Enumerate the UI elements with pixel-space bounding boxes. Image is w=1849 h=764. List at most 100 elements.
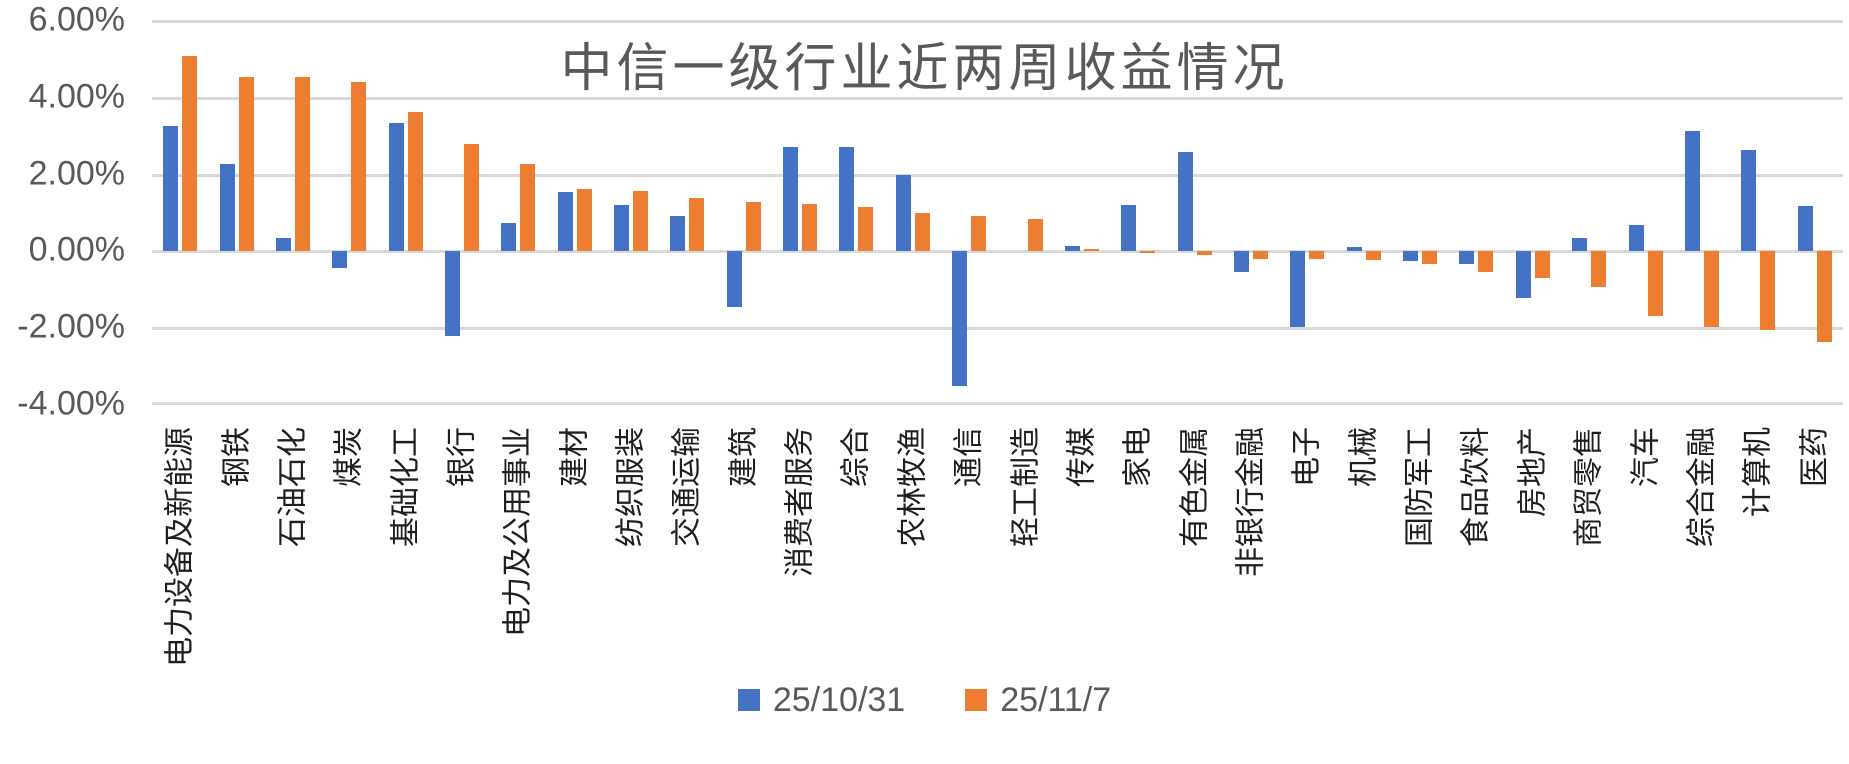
bar-25/10/31 [1459, 251, 1475, 264]
y-tick-label: 2.00% [28, 154, 125, 193]
category-label-slot: 汽车 [1617, 405, 1673, 665]
category-label: 计算机 [1741, 427, 1775, 517]
bar-25/10/31 [557, 191, 573, 252]
bar-25/11/7 [971, 216, 987, 252]
bar-25/11/7 [1365, 251, 1381, 261]
category-slot [1786, 21, 1842, 405]
bar-25/10/31 [1346, 246, 1362, 252]
bar-25/11/7 [520, 163, 536, 252]
category-label: 农林牧渔 [896, 427, 930, 547]
category-label-slot: 建材 [547, 405, 603, 665]
category-slot [941, 21, 997, 405]
category-label: 家电 [1121, 427, 1155, 487]
bar-25/10/31 [895, 175, 911, 252]
category-label: 银行 [445, 427, 479, 487]
bar-25/11/7 [914, 213, 930, 252]
category-label-slot: 基础化工 [377, 405, 433, 665]
category-label-slot: 综合 [828, 405, 884, 665]
bar-25/10/31 [1515, 251, 1531, 299]
category-slot [321, 21, 377, 405]
bar-25/10/31 [1234, 251, 1249, 273]
category-label-slot: 通信 [941, 405, 997, 665]
bar-25/10/31 [219, 164, 235, 252]
category-label: 石油石化 [276, 427, 310, 547]
bar-25/10/31 [1290, 251, 1306, 327]
category-label-slot: 医药 [1786, 405, 1842, 665]
bar-25/10/31 [1177, 151, 1193, 252]
category-label-slot: 建筑 [716, 405, 772, 665]
category-label-slot: 综合金融 [1674, 405, 1730, 665]
bar-25/11/7 [1760, 251, 1776, 331]
y-tick-label: 6.00% [28, 0, 125, 39]
bar-25/11/7 [745, 201, 761, 252]
category-slot [716, 21, 772, 405]
category-slot [377, 21, 433, 405]
y-tick-label: 0.00% [28, 231, 125, 270]
gridline [152, 96, 1843, 100]
legend: 25/10/31 25/11/7 [0, 676, 1849, 724]
category-label-slot: 计算机 [1730, 405, 1786, 665]
category-slot [1730, 21, 1786, 405]
category-label-slot: 煤炭 [321, 405, 377, 665]
category-slot [1223, 21, 1279, 405]
bar-25/10/31 [163, 125, 179, 252]
bar-25/10/31 [726, 251, 742, 308]
plot-area [152, 20, 1843, 405]
bar-25/10/31 [839, 146, 855, 252]
y-tick-label: -4.00% [17, 384, 125, 423]
category-slot [1166, 21, 1222, 405]
category-label-slot: 纺织服装 [603, 405, 659, 665]
gridline [152, 402, 1843, 405]
bar-25/10/31 [1064, 246, 1080, 252]
category-label-slot: 非银行金融 [1223, 405, 1279, 665]
category-slot [1561, 21, 1617, 405]
bar-25/11/7 [1027, 219, 1043, 252]
category-label: 通信 [952, 427, 986, 487]
category-label: 煤炭 [332, 427, 366, 487]
bar-25/10/31 [783, 146, 799, 252]
category-label: 传媒 [1065, 427, 1099, 487]
category-slot [772, 21, 828, 405]
category-label: 交通运输 [670, 427, 704, 547]
bar-25/11/7 [1816, 251, 1832, 343]
category-label: 商贸零售 [1572, 427, 1606, 547]
category-label-slot: 银行 [434, 405, 490, 665]
category-label-slot: 消费者服务 [772, 405, 828, 665]
legend-label: 25/11/7 [1000, 680, 1112, 719]
category-label-slot: 食品饮料 [1448, 405, 1504, 665]
category-label: 纺织服装 [614, 427, 648, 547]
category-label: 轻工制造 [1008, 427, 1042, 547]
bar-25/11/7 [1196, 251, 1212, 256]
bar-25/11/7 [182, 55, 198, 252]
category-label-slot: 电子 [1279, 405, 1335, 665]
bar-25/11/7 [1253, 251, 1268, 259]
y-axis-labels: 6.00% 4.00% 2.00% 0.00% -2.00% -4.00% [0, 1, 125, 423]
bar-25/11/7 [1703, 251, 1719, 328]
bar-25/11/7 [689, 198, 705, 252]
bar-25/10/31 [388, 123, 404, 252]
bar-25/11/7 [463, 143, 479, 252]
legend-swatch-icon [965, 689, 988, 711]
category-label: 食品饮料 [1459, 427, 1493, 547]
category-label: 电力及公用事业 [501, 427, 535, 637]
bar-25/10/31 [952, 251, 968, 386]
category-label: 综合 [839, 427, 873, 487]
category-label-slot: 农林牧渔 [885, 405, 941, 665]
bar-25/10/31 [1121, 205, 1137, 252]
bar-25/10/31 [1797, 206, 1813, 252]
category-label: 国防军工 [1403, 427, 1437, 547]
category-label: 机械 [1346, 427, 1380, 487]
bar-25/11/7 [238, 76, 254, 252]
bar-25/11/7 [1083, 249, 1099, 252]
category-label-slot: 交通运输 [659, 405, 715, 665]
bar-25/10/31 [1684, 131, 1700, 252]
category-label-slot: 电力设备及新能源 [152, 405, 208, 667]
category-label: 消费者服务 [783, 427, 817, 577]
category-label-slot: 家电 [1110, 405, 1166, 665]
category-slot [1054, 21, 1110, 405]
bar-25/10/31 [501, 222, 517, 252]
category-label-slot: 机械 [1336, 405, 1392, 665]
category-slot [603, 21, 659, 405]
category-slot [1617, 21, 1673, 405]
category-slot [208, 21, 264, 405]
